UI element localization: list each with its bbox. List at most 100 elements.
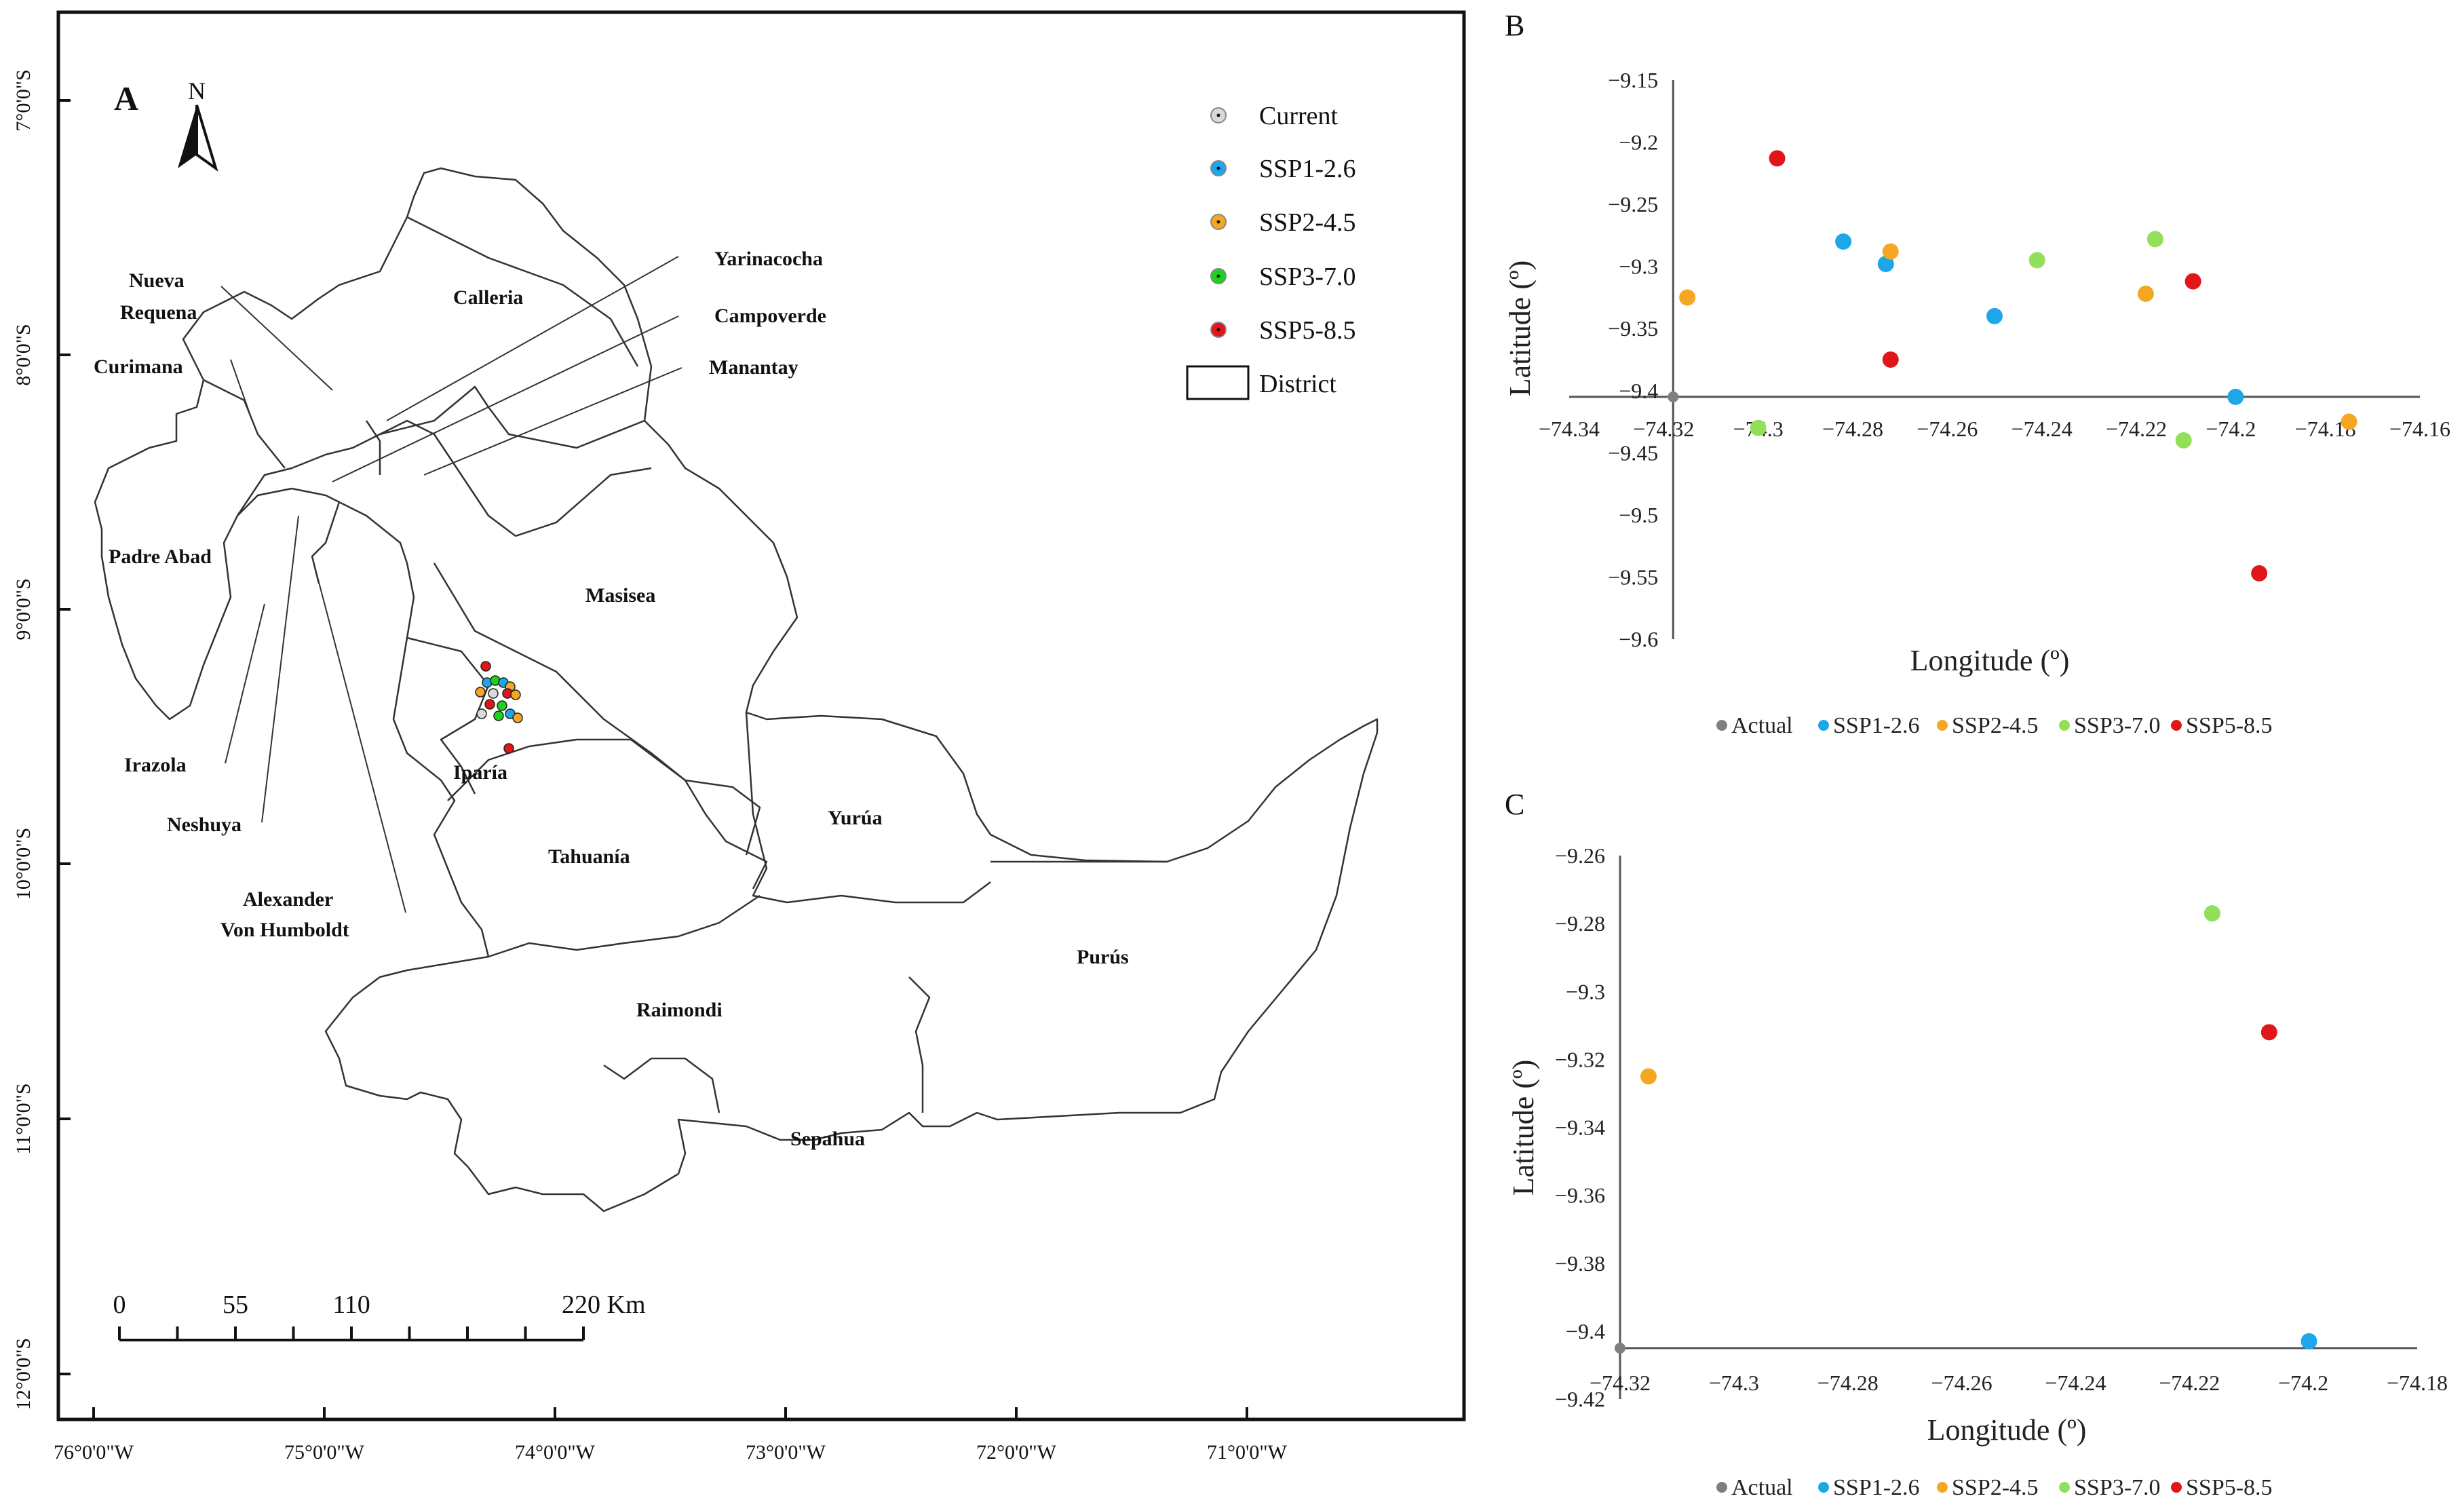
panel-c-chart: C −74.32 −74.3 −74.28 −74.26 −74.24 −74.22 −74…	[1505, 788, 2448, 1500]
y-tick-label: −9.36	[1555, 1183, 1605, 1208]
svg-text:SSP1-2.6: SSP1-2.6	[1259, 155, 1356, 183]
legend-marker	[1937, 720, 1948, 731]
label-curimana: Curimana	[94, 356, 183, 378]
point-ssp2-4-5	[1640, 1068, 1657, 1085]
legend-item-current: Current	[1210, 102, 1339, 130]
legend-label: Actual	[1731, 1475, 1793, 1500]
lat-label: 7°0'0"S	[12, 69, 35, 131]
point-actual	[1668, 391, 1679, 402]
panel-b-points	[1668, 150, 2357, 581]
x-tick-label: −74.26	[1931, 1371, 1993, 1395]
leader-lines	[220, 256, 682, 913]
boundary-yurua	[745, 712, 991, 904]
y-tick-label: −9.25	[1608, 192, 1658, 216]
legend-marker	[2171, 1482, 2182, 1493]
svg-text:Current: Current	[1259, 102, 1339, 130]
point-ssp3-7-0	[1750, 419, 1767, 436]
x-tick-label: −74.2	[2206, 417, 2256, 441]
occurrence-points	[475, 661, 523, 754]
legend-label: SSP5-8.5	[2186, 713, 2273, 738]
x-axis-label: Longitude (º)	[1927, 1413, 2087, 1447]
label-requena: Requena	[120, 301, 197, 324]
point-ssp2-4-5	[1882, 243, 1899, 260]
y-tick-label: −9.38	[1555, 1251, 1605, 1276]
legend-marker	[2059, 720, 2070, 731]
x-tick-label: −74.22	[2106, 417, 2167, 441]
legend-marker	[1818, 720, 1829, 731]
point-ssp5-8-5	[1769, 150, 1786, 167]
svg-text:220 Km: 220 Km	[562, 1291, 646, 1319]
legend-label: SSP3-7.0	[2074, 1475, 2161, 1500]
legend-label: SSP1-2.6	[1833, 713, 1920, 738]
y-tick-label: −9.3	[1619, 254, 1658, 279]
y-tick-label: −9.34	[1555, 1115, 1605, 1140]
label-padre-abad: Padre Abad	[109, 546, 212, 568]
point-ssp1-2-6	[2301, 1333, 2317, 1350]
point-ssp3-7-0	[2147, 231, 2163, 248]
panel-b-legend: Actual SSP1-2.6 SSP2-4.5 SSP3-7.0 SSP5-8.5	[1716, 713, 2273, 738]
boundary-iparia	[406, 636, 490, 795]
legend-label: SSP2-4.5	[1952, 713, 2039, 738]
point-ssp2-4-5	[2137, 285, 2154, 302]
legend-item-ssp2: SSP2-4.5	[1210, 208, 1356, 237]
panel-b-axes: −74.34−74.32−74.3−74.28−74.26−74.24−74.2…	[1503, 68, 2450, 677]
legend-marker	[1716, 1482, 1727, 1493]
x-tick-label: −74.32	[1590, 1371, 1651, 1395]
point-ssp3-7-0	[2175, 432, 2192, 449]
legend-marker	[1818, 1482, 1829, 1493]
y-tick-label: −9.4	[1566, 1319, 1605, 1343]
x-tick-label: −74.16	[2389, 417, 2450, 441]
panel-c-label: C	[1505, 788, 1524, 821]
boundary-raimondi	[488, 894, 931, 1113]
point-ssp1-2-6	[1877, 256, 1894, 273]
lat-label: 8°0'0"S	[12, 324, 35, 385]
legend-item-district: District	[1186, 365, 1336, 400]
lon-label: 73°0'0"W	[746, 1441, 826, 1464]
label-neshuya: Neshuya	[167, 814, 242, 836]
x-axis-label: Longitude (º)	[1910, 644, 2070, 677]
map-frame	[56, 10, 1466, 1421]
point-ssp5-8-5	[2260, 1024, 2277, 1041]
label-calleria: Calleria	[453, 286, 523, 309]
label-von-humboldt: Von Humboldt	[220, 919, 349, 941]
x-tick-label: −74.18	[2387, 1371, 2448, 1395]
region-outline	[94, 167, 1379, 1212]
district-labels: Calleria Yarinacocha Campoverde Manantay…	[94, 248, 1129, 1150]
legend-label: Actual	[1731, 713, 1793, 738]
longitude-labels: 76°0'0"W 75°0'0"W 74°0'0"W 73°0'0"W 72°0'0"W…	[54, 1441, 1288, 1464]
point-actual	[1615, 1342, 1625, 1354]
x-tick-label: −74.3	[1709, 1371, 1759, 1395]
label-masisea: Masisea	[585, 584, 655, 607]
y-tick-label: −9.28	[1555, 911, 1605, 936]
label-campoverde: Campoverde	[714, 305, 826, 327]
legend-item-ssp1: SSP1-2.6	[1210, 155, 1356, 183]
label-yarinacocha: Yarinacocha	[714, 248, 823, 270]
y-tick-label: −9.15	[1608, 68, 1658, 92]
lon-label: 72°0'0"W	[976, 1441, 1057, 1464]
boundary-padre-abad	[236, 419, 516, 537]
point-ssp3-7-0	[2203, 905, 2220, 922]
label-raimondi: Raimondi	[636, 999, 723, 1021]
panel-b-chart: B −74.34−74.32−74.3−74.28−74.26−74.24−74…	[1503, 9, 2450, 738]
label-yurua: Yurúa	[828, 807, 883, 829]
lat-label: 9°0'0"S	[12, 578, 35, 640]
label-manantay: Manantay	[709, 356, 798, 379]
legend-label: SSP2-4.5	[1952, 1475, 2039, 1500]
point-ssp2-4-5	[2341, 413, 2357, 430]
y-tick-label: −9.4	[1619, 379, 1658, 403]
svg-text:0: 0	[113, 1291, 126, 1319]
x-tick-label: −74.34	[1539, 417, 1600, 441]
lon-label: 76°0'0"W	[54, 1441, 134, 1464]
x-tick-label: −74.32	[1633, 417, 1694, 441]
svg-text:District: District	[1259, 370, 1336, 398]
panel-a-map: 7°0'0"S 8°0'0"S 9°0'0"S 10°0'0"S 11°0'0"S 12°…	[12, 10, 1466, 1464]
label-nueva: Nueva	[129, 269, 185, 292]
scale-bar: 0 55 110 220 Km	[113, 1291, 646, 1341]
svg-text:SSP2-4.5: SSP2-4.5	[1259, 208, 1356, 237]
lon-label: 75°0'0"W	[284, 1441, 365, 1464]
svg-text:SSP3-7.0: SSP3-7.0	[1259, 263, 1356, 291]
panel-c-axes: −74.32 −74.3 −74.28 −74.26 −74.24 −74.22 −74.2…	[1507, 843, 2448, 1447]
legend-marker	[2059, 1482, 2070, 1493]
x-tick-label: −74.2	[2278, 1371, 2328, 1395]
